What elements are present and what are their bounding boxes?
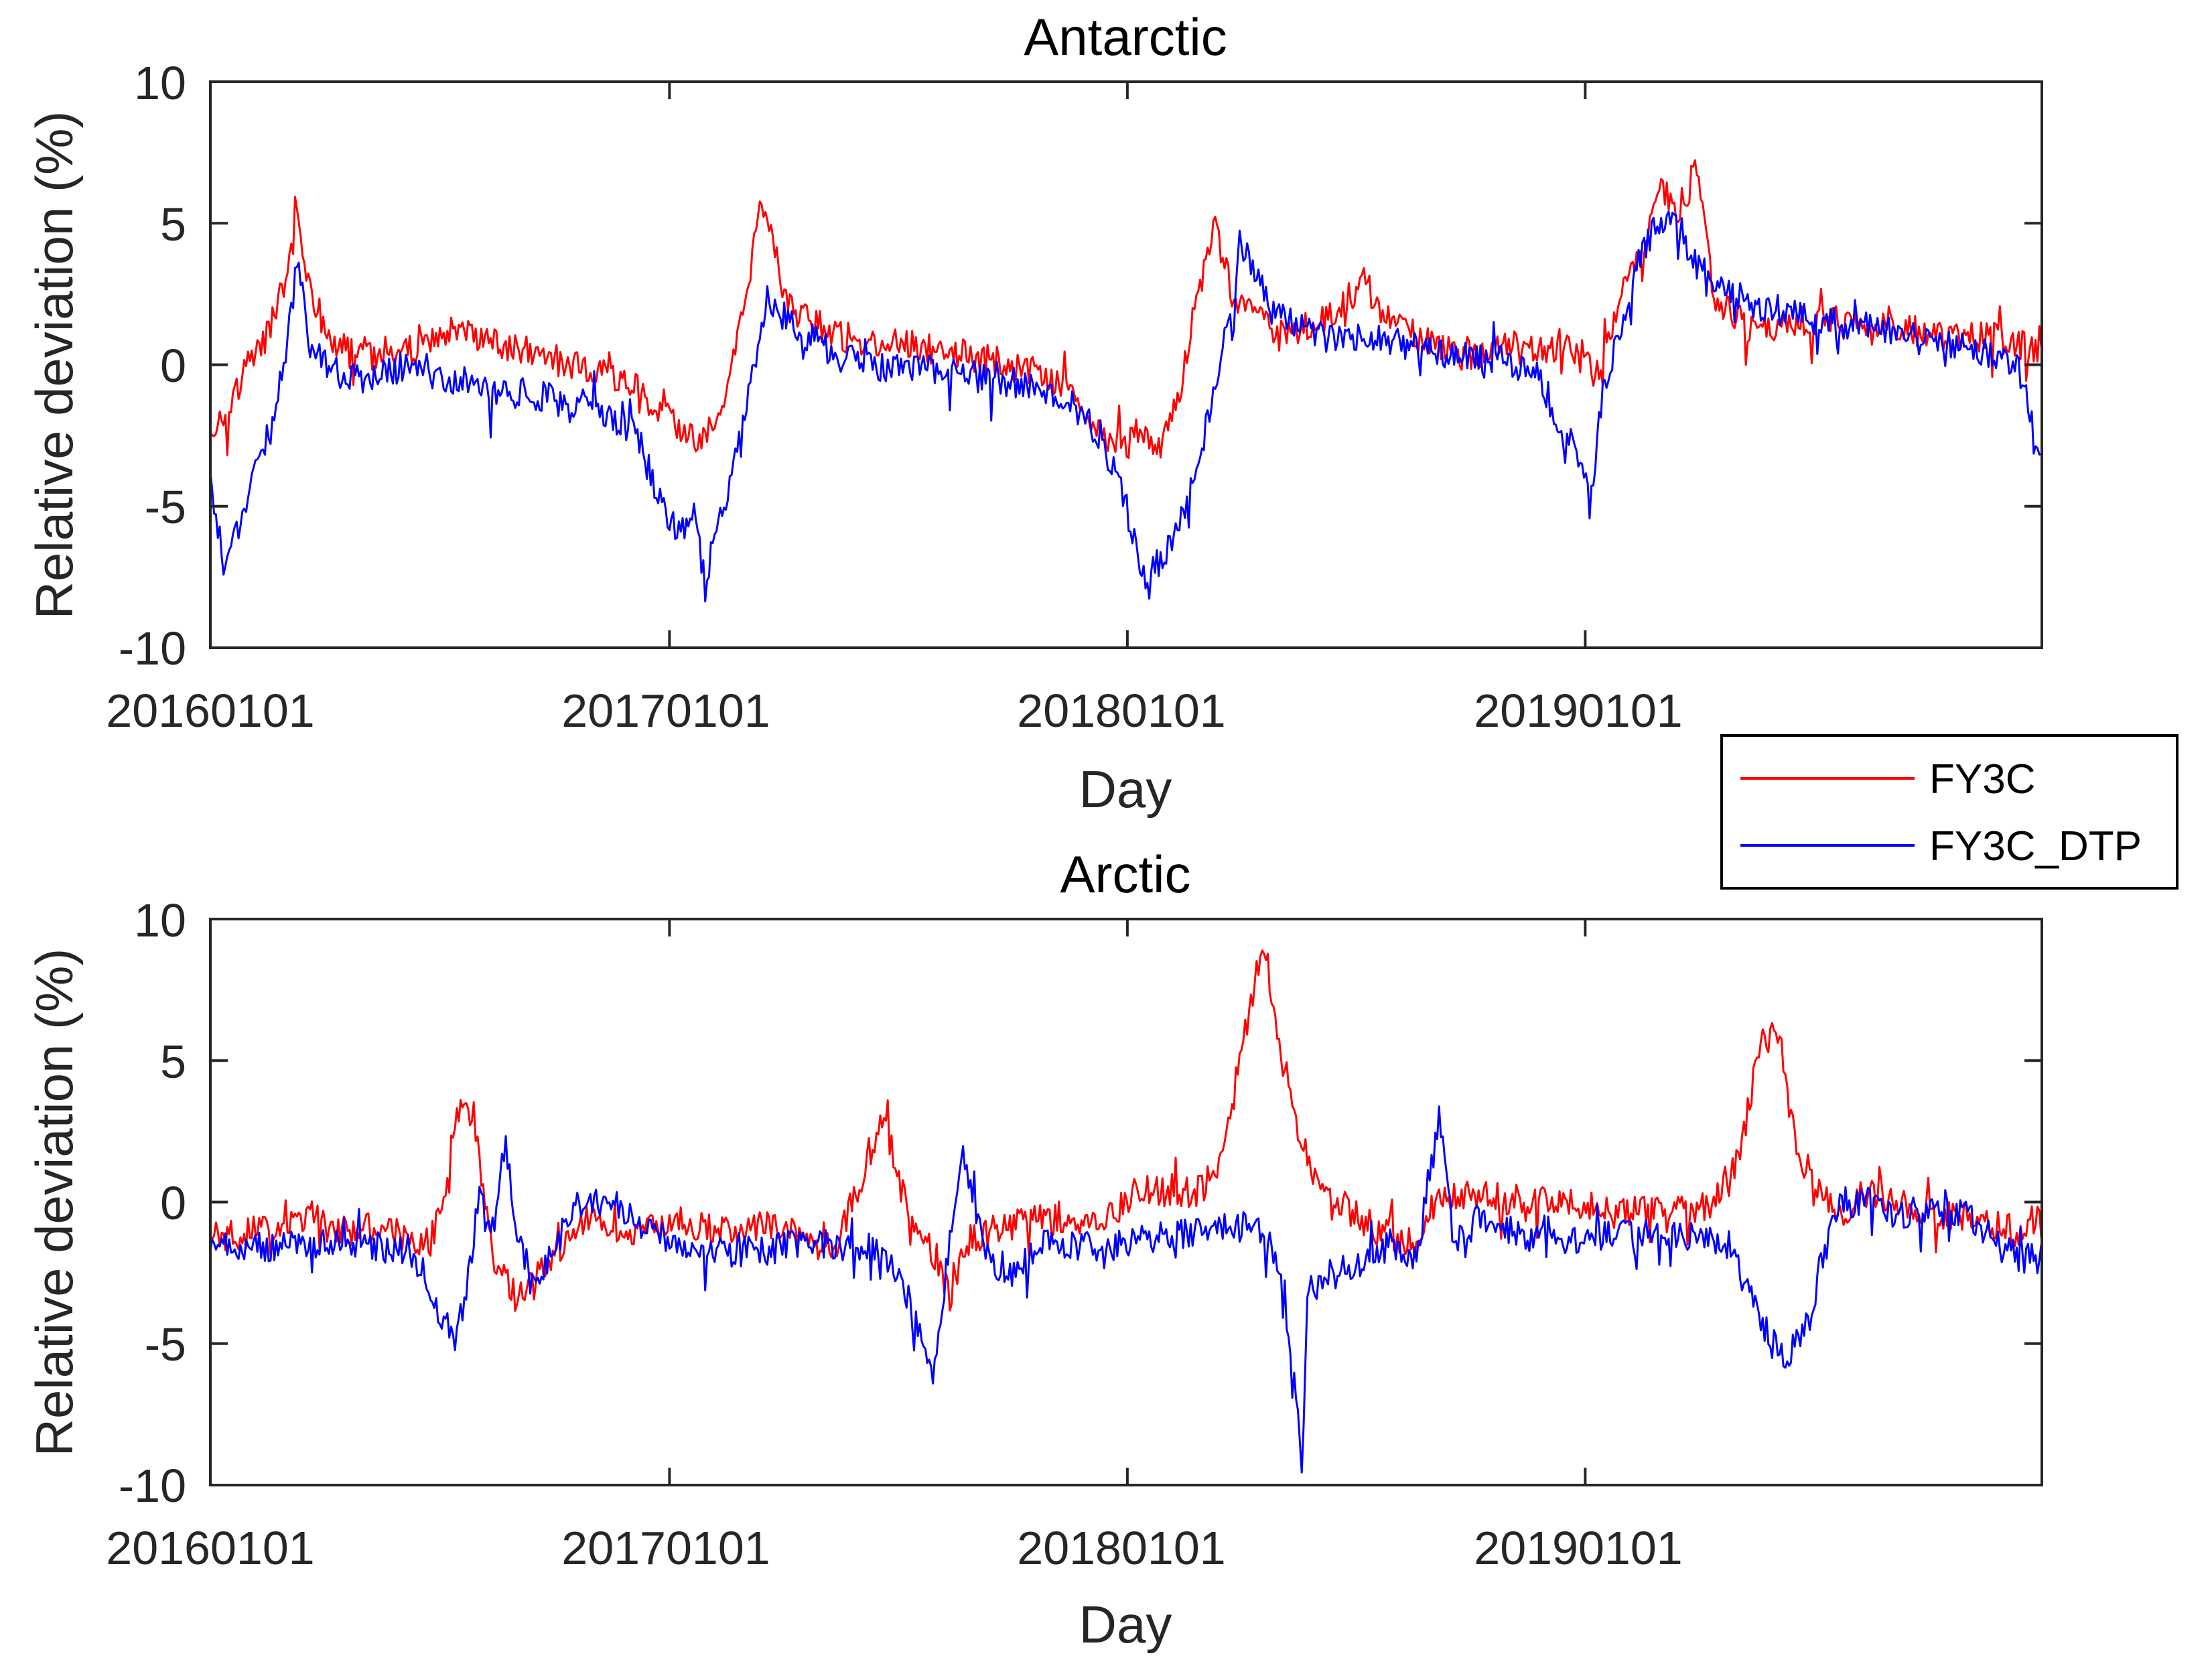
x-axis-label: Day bbox=[1079, 760, 1172, 819]
x-axis-label: Day bbox=[1079, 1595, 1172, 1654]
plot-area bbox=[209, 80, 2043, 649]
y-tick-label: 0 bbox=[160, 1177, 186, 1229]
y-tick-label: 5 bbox=[160, 1036, 186, 1088]
chart-title: Antarctic bbox=[1024, 7, 1227, 66]
x-tick-label: 20160101 bbox=[106, 1522, 314, 1574]
x-tick-label: 20170101 bbox=[561, 685, 770, 737]
panel-arctic: Arctic Day Relative deviation (%) 10 5 0… bbox=[25, 845, 2043, 1654]
x-tick-label: 20190101 bbox=[1474, 685, 1682, 737]
x-tick-label: 20180101 bbox=[1017, 1522, 1225, 1574]
legend-box bbox=[1720, 734, 2179, 890]
series-line-fy3c bbox=[209, 159, 2043, 460]
series-line-fy3c-dtp bbox=[209, 210, 2042, 603]
series-line-fy3c-dtp bbox=[209, 1105, 2043, 1474]
y-tick-label: -10 bbox=[119, 622, 186, 675]
y-tick-label: 5 bbox=[160, 198, 186, 251]
legend-label-fy3c: FY3C bbox=[1929, 756, 2035, 802]
legend-label-fy3c-dtp: FY3C_DTP bbox=[1929, 823, 2142, 869]
panel-antarctic: Antarctic Day Relative deviation (%) 10 … bbox=[25, 7, 2043, 819]
legend: FY3C FY3C_DTP bbox=[1720, 734, 2179, 890]
plot-area bbox=[209, 918, 2043, 1486]
x-tick-label: 20170101 bbox=[561, 1522, 770, 1574]
y-tick-label: -5 bbox=[145, 1318, 186, 1371]
y-tick-label: -5 bbox=[145, 481, 186, 533]
x-tick-label: 20180101 bbox=[1017, 685, 1225, 737]
chart-title: Arctic bbox=[1060, 845, 1191, 904]
series-line-fy3c bbox=[209, 949, 2043, 1312]
x-tick-label: 20160101 bbox=[106, 685, 314, 737]
y-axis-label: Relative deviation (%) bbox=[25, 111, 84, 620]
y-tick-label: 10 bbox=[134, 57, 186, 109]
y-axis-label: Relative deviation (%) bbox=[25, 949, 84, 1457]
y-tick-label: 10 bbox=[134, 894, 186, 947]
y-tick-label: -10 bbox=[119, 1460, 186, 1512]
x-tick-label: 20190101 bbox=[1474, 1522, 1682, 1574]
y-tick-label: 0 bbox=[160, 340, 186, 392]
